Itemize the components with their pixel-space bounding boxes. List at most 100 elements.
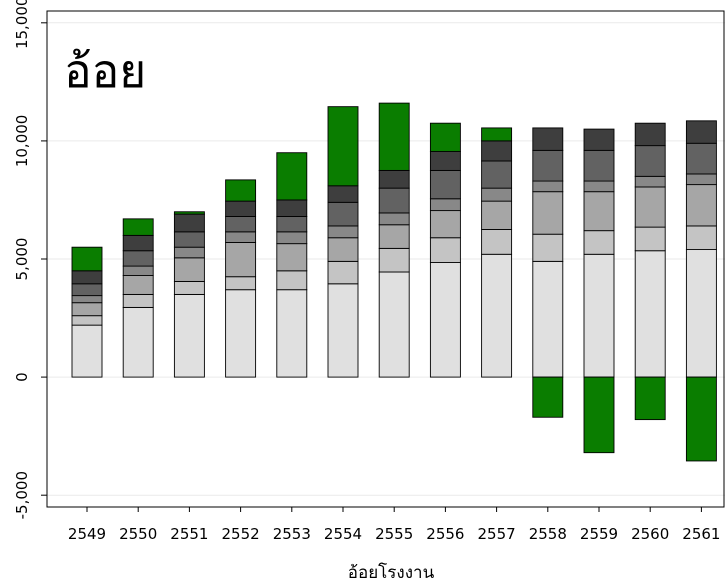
- bar-segment: [481, 140, 513, 162]
- bar-segment: [225, 179, 257, 202]
- bar-segment: [327, 237, 359, 262]
- x-tick-label: 2554: [324, 525, 362, 543]
- x-tick-label: 2560: [631, 525, 669, 543]
- bar-segment: [225, 200, 257, 217]
- x-tick-label: 2558: [529, 525, 567, 543]
- bar-segment: [327, 185, 359, 203]
- bar-segment: [429, 198, 461, 212]
- bar-segment: [225, 216, 257, 233]
- bar-segment: [429, 122, 461, 152]
- bar-segment: [173, 213, 205, 233]
- bars: [71, 102, 717, 462]
- bar-segment: [429, 237, 461, 263]
- bar-segment: [634, 250, 666, 378]
- x-tick-label: 2552: [222, 525, 260, 543]
- x-tick-label: 2557: [478, 525, 516, 543]
- x-tick-label: 2555: [375, 525, 413, 543]
- bar-segment: [532, 376, 564, 418]
- bar-segment: [481, 160, 513, 189]
- bar-segment: [583, 128, 615, 151]
- y-tick-label: 0: [13, 372, 31, 382]
- bar-segment: [122, 250, 154, 267]
- y-tick-label: 5,000: [13, 238, 31, 281]
- bar-segment: [276, 243, 308, 272]
- bar-segment: [327, 283, 359, 378]
- bar-segment: [378, 224, 410, 249]
- bar-segment: [276, 216, 308, 233]
- bar-segment: [532, 233, 564, 262]
- bar-segment: [122, 218, 154, 236]
- x-tick-label: 2561: [682, 525, 720, 543]
- bar-segment: [634, 226, 666, 252]
- bar-segment: [225, 242, 257, 278]
- bar-segment: [532, 127, 564, 151]
- bar-segment: [276, 231, 308, 245]
- bar-segment: [173, 280, 205, 295]
- x-tick-label: 2550: [119, 525, 157, 543]
- bar-segment: [634, 145, 666, 177]
- bar-segment: [378, 247, 410, 273]
- bar-segment: [71, 315, 103, 326]
- bar-segment: [429, 262, 461, 378]
- x-tick-label: 2551: [170, 525, 208, 543]
- bar-segment: [378, 212, 410, 226]
- bar-segment: [71, 246, 103, 272]
- bar-segment: [583, 180, 615, 193]
- bar-segment: [532, 180, 564, 193]
- bar-segment: [583, 253, 615, 378]
- x-tick-label: 2559: [580, 525, 618, 543]
- bar-segment: [685, 120, 717, 144]
- bar-segment: [327, 260, 359, 285]
- bar-segment: [225, 276, 257, 291]
- bar-segment: [532, 149, 564, 182]
- bar-segment: [685, 173, 717, 186]
- bar-segment: [583, 149, 615, 182]
- bar-segment: [276, 199, 308, 217]
- bar-segment: [429, 151, 461, 171]
- x-tick-label: 2556: [426, 525, 464, 543]
- bar-segment: [276, 289, 308, 378]
- bar-segment: [122, 265, 154, 276]
- bar-segment: [122, 234, 154, 252]
- bar-segment: [71, 295, 103, 304]
- bar-segment: [481, 229, 513, 255]
- bar-segment: [122, 293, 154, 308]
- bar-segment: [122, 275, 154, 295]
- y-tick-label: -5,000: [13, 471, 31, 519]
- bar-segment: [276, 270, 308, 291]
- bar-segment: [71, 283, 103, 297]
- bar-segment: [327, 225, 359, 239]
- bar-segment: [481, 200, 513, 230]
- y-axis: -5,000 0 5,000 10,000 15,000: [13, 0, 47, 519]
- bar-segment: [173, 246, 205, 259]
- chart-title: อ้อย: [64, 44, 146, 98]
- bar-segment: [327, 106, 359, 187]
- bar-segment: [378, 102, 410, 171]
- y-tick-label: 15,000: [13, 0, 31, 49]
- y-tick-label: 10,000: [13, 115, 31, 168]
- bar-segment: [634, 122, 666, 147]
- bar-segment: [481, 187, 513, 202]
- bar-segment: [173, 257, 205, 282]
- bar-segment: [583, 191, 615, 232]
- x-tick-label: 2549: [68, 525, 106, 543]
- bar-segment: [634, 376, 666, 421]
- bar-segment: [71, 270, 103, 285]
- x-axis: 2549 2550 2551 2552 2553 2554 2555 2556 2557 2558…: [68, 507, 720, 543]
- bar-segment: [583, 376, 615, 454]
- bar-segment: [429, 210, 461, 239]
- bar-segment: [532, 260, 564, 378]
- bar-segment: [276, 152, 308, 201]
- bar-segment: [225, 289, 257, 378]
- bar-segment: [634, 175, 666, 188]
- bar-segment: [634, 186, 666, 228]
- bar-segment: [583, 230, 615, 255]
- bar-segment: [685, 225, 717, 251]
- bar-segment: [173, 211, 205, 215]
- bar-segment: [481, 253, 513, 378]
- bar-segment: [122, 306, 154, 378]
- bar-segment: [71, 324, 103, 378]
- bar-segment: [71, 302, 103, 317]
